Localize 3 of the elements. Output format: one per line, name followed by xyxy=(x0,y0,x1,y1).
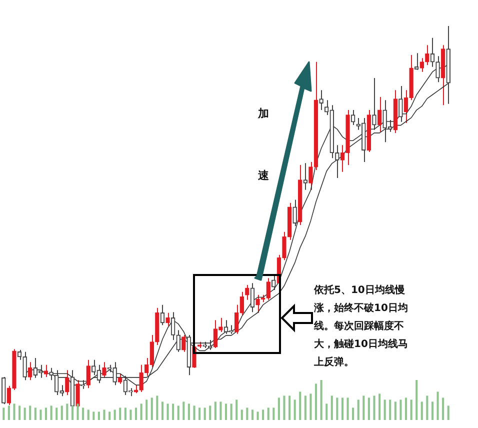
annotation: 依托5、10日均线慢涨，始终不破10日均线。每次回踩幅度不大，触碰10日均线马上反弹。 xyxy=(314,284,409,370)
annotation: 速 xyxy=(258,168,269,183)
annotation: 加 xyxy=(258,106,269,121)
